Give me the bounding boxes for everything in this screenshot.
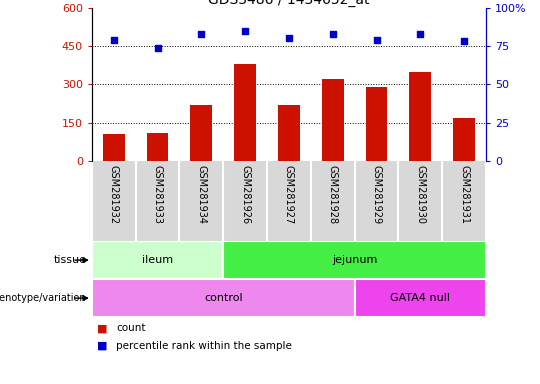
Bar xyxy=(278,105,300,161)
Point xyxy=(153,45,162,51)
Bar xyxy=(92,279,355,317)
Text: GATA4 null: GATA4 null xyxy=(390,293,450,303)
Point xyxy=(328,31,337,37)
Bar xyxy=(453,118,475,161)
Bar xyxy=(191,105,212,161)
Bar xyxy=(92,241,223,279)
Text: percentile rank within the sample: percentile rank within the sample xyxy=(116,341,292,351)
Text: jejunum: jejunum xyxy=(332,255,377,265)
Text: control: control xyxy=(204,293,242,303)
Bar xyxy=(234,64,256,161)
Text: GSM281930: GSM281930 xyxy=(415,165,426,224)
Text: GSM281927: GSM281927 xyxy=(284,165,294,224)
Point xyxy=(416,31,424,37)
Bar xyxy=(366,87,388,161)
Text: GSM281931: GSM281931 xyxy=(459,165,469,224)
Text: GSM281934: GSM281934 xyxy=(197,165,206,224)
Bar xyxy=(146,133,168,161)
Text: GSM281933: GSM281933 xyxy=(152,165,163,224)
Text: genotype/variation: genotype/variation xyxy=(0,293,86,303)
Text: GSM281932: GSM281932 xyxy=(109,165,119,224)
Text: GSM281929: GSM281929 xyxy=(372,165,381,224)
Text: ileum: ileum xyxy=(142,255,173,265)
Bar xyxy=(355,279,486,317)
Text: ■: ■ xyxy=(97,323,107,333)
Title: GDS3486 / 1434652_at: GDS3486 / 1434652_at xyxy=(208,0,370,7)
Bar xyxy=(223,241,486,279)
Point xyxy=(197,31,206,37)
Point xyxy=(460,38,468,45)
Bar xyxy=(409,71,431,161)
Text: GSM281926: GSM281926 xyxy=(240,165,250,224)
Point xyxy=(372,37,381,43)
Point xyxy=(110,37,118,43)
Text: GSM281928: GSM281928 xyxy=(328,165,338,224)
Text: ■: ■ xyxy=(97,341,107,351)
Text: count: count xyxy=(116,323,146,333)
Point xyxy=(241,28,249,34)
Point xyxy=(285,35,293,41)
Bar xyxy=(103,134,125,161)
Text: tissue: tissue xyxy=(53,255,86,265)
Bar xyxy=(322,79,343,161)
